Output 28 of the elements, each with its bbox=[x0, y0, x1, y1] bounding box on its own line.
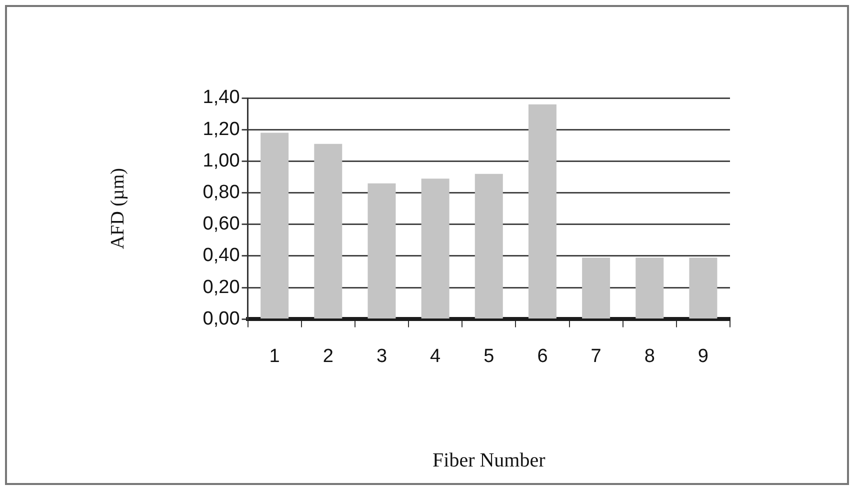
y-tick-label: 0,00 bbox=[202, 308, 240, 330]
bar bbox=[636, 258, 664, 318]
y-tick-label: 1,20 bbox=[202, 118, 240, 140]
bar bbox=[689, 258, 718, 318]
y-tick-label: 0,20 bbox=[202, 276, 240, 298]
y-tick-label: 1,00 bbox=[202, 150, 240, 172]
x-tick-label: 9 bbox=[698, 346, 708, 367]
x-tick-label: 2 bbox=[322, 346, 334, 367]
y-tick-label: 1,40 bbox=[202, 87, 240, 108]
y-axis-title: AFD (µm) bbox=[107, 168, 128, 250]
x-tick-label: 4 bbox=[430, 346, 442, 367]
bar bbox=[582, 258, 610, 318]
bar bbox=[260, 132, 289, 318]
y-tick-label: 0,40 bbox=[202, 245, 240, 266]
x-tick-label: 8 bbox=[644, 346, 655, 367]
bar bbox=[528, 104, 556, 318]
bar bbox=[421, 178, 450, 318]
y-tick-label: 0,60 bbox=[202, 214, 240, 235]
bar bbox=[474, 174, 503, 318]
x-tick-label: 3 bbox=[376, 346, 388, 367]
bar bbox=[368, 183, 396, 318]
y-tick-label: 0,80 bbox=[202, 182, 240, 204]
x-axis-title: Fiber Number bbox=[432, 449, 546, 472]
x-tick-label: 1 bbox=[269, 346, 280, 367]
bar bbox=[314, 144, 342, 318]
x-tick-label: 7 bbox=[590, 346, 602, 367]
x-tick-label: 5 bbox=[484, 346, 494, 367]
x-tick-label: 6 bbox=[537, 346, 548, 367]
